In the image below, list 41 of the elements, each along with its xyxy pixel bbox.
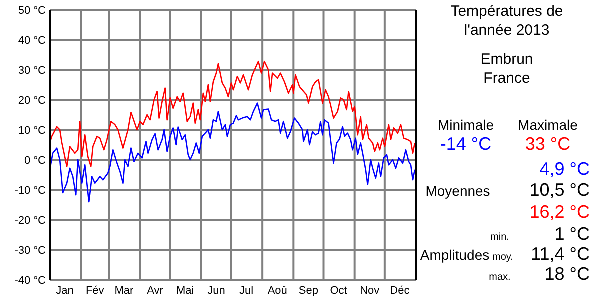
x-tick-label: Mar xyxy=(114,285,134,297)
line-series xyxy=(49,102,416,203)
text: Minimale xyxy=(438,117,494,133)
x-tick-label: Sep xyxy=(298,285,318,297)
y-tick-label: -40 °C xyxy=(14,275,46,287)
text: 33 °C xyxy=(525,134,571,154)
x-tick-label: Mai xyxy=(176,285,194,297)
text: max. xyxy=(489,272,511,283)
text: Maximale xyxy=(518,117,578,133)
x-tick-label: Déc xyxy=(390,285,410,297)
y-tick-label: 20 °C xyxy=(18,95,46,107)
y-tick-label: -30 °C xyxy=(14,245,46,257)
y-tick-label: -10 °C xyxy=(14,185,46,197)
y-tick-label: 50 °C xyxy=(18,5,46,17)
line-series xyxy=(49,60,416,168)
text: Températures de l'année 2013 xyxy=(450,3,564,39)
text: -14 °C xyxy=(440,134,492,154)
y-tick-label: 10 °C xyxy=(18,125,46,137)
x-tick-label: Avr xyxy=(147,285,164,297)
x-tick-label: Jun xyxy=(208,285,226,297)
x-tick-label: Nov xyxy=(360,285,380,297)
text: moy. xyxy=(492,252,514,263)
text: 18 °C xyxy=(544,264,590,284)
x-tick-label: Jul xyxy=(240,285,254,297)
text: 11,4 °C xyxy=(531,244,590,264)
y-tick-label: 30 °C xyxy=(18,65,46,77)
text: 4,9 °C xyxy=(540,159,590,179)
text: 10,5 °C xyxy=(530,180,590,200)
text: 16,2 °C xyxy=(530,202,590,222)
y-tick-label: 40 °C xyxy=(18,35,46,47)
x-tick-label: Oct xyxy=(330,285,348,297)
x-tick-label: Aoû xyxy=(268,285,288,297)
text: Amplitudes xyxy=(420,247,490,263)
text: 1 °C xyxy=(554,224,590,244)
text: min. xyxy=(490,232,510,243)
text: Embrun France xyxy=(480,51,534,87)
y-tick-label: 0 °C xyxy=(24,155,46,167)
x-tick-label: Fév xyxy=(86,285,105,297)
text: Moyennes xyxy=(426,183,490,199)
y-tick-label: -20 °C xyxy=(14,215,46,227)
x-tick-label: Jan xyxy=(56,285,74,297)
